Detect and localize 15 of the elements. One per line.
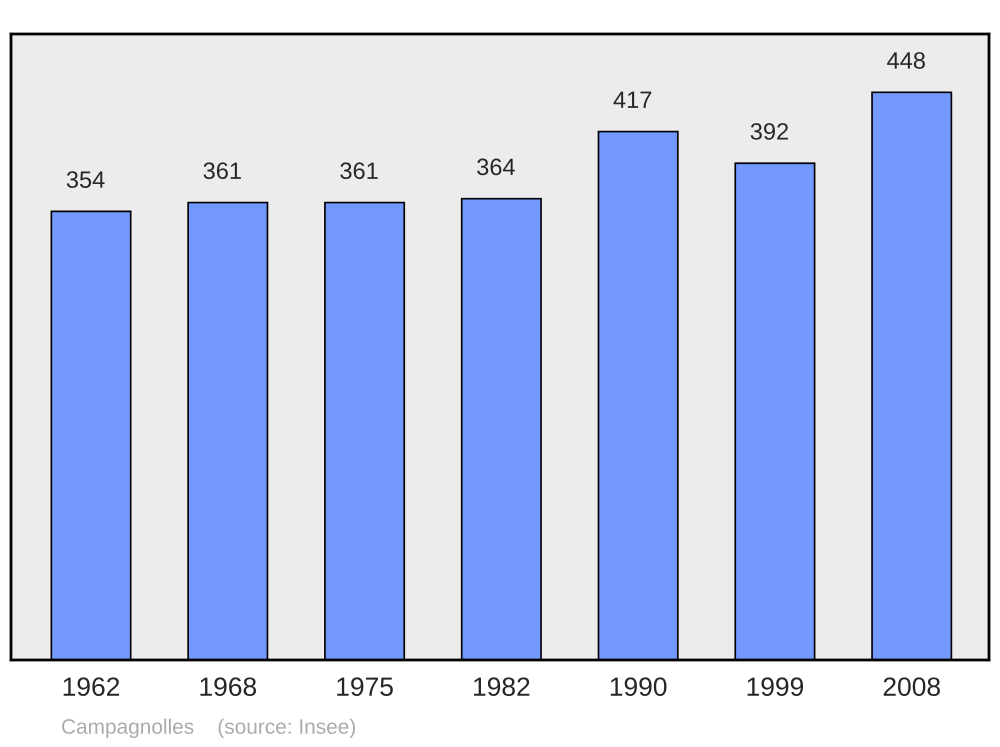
x-tick-label: 1968 [200,677,256,696]
data-label: 361 [340,162,378,180]
x-tick-label: 1975 [337,677,393,696]
data-label: 364 [477,158,515,176]
data-label: 417 [614,92,652,108]
text: Campagnolles (source: Insee) [62,718,355,738]
x-tick-label: 1982 [474,677,530,696]
data-label: 361 [204,162,241,180]
data-label: 354 [66,171,105,188]
data-label: 392 [750,123,788,140]
x-tick-label: 1999 [748,677,804,696]
x-tick-label: 1962 [64,677,120,696]
data-label: 448 [887,52,925,69]
x-tick-label: 1990 [610,677,666,696]
x-tick-label: 2008 [884,677,940,696]
